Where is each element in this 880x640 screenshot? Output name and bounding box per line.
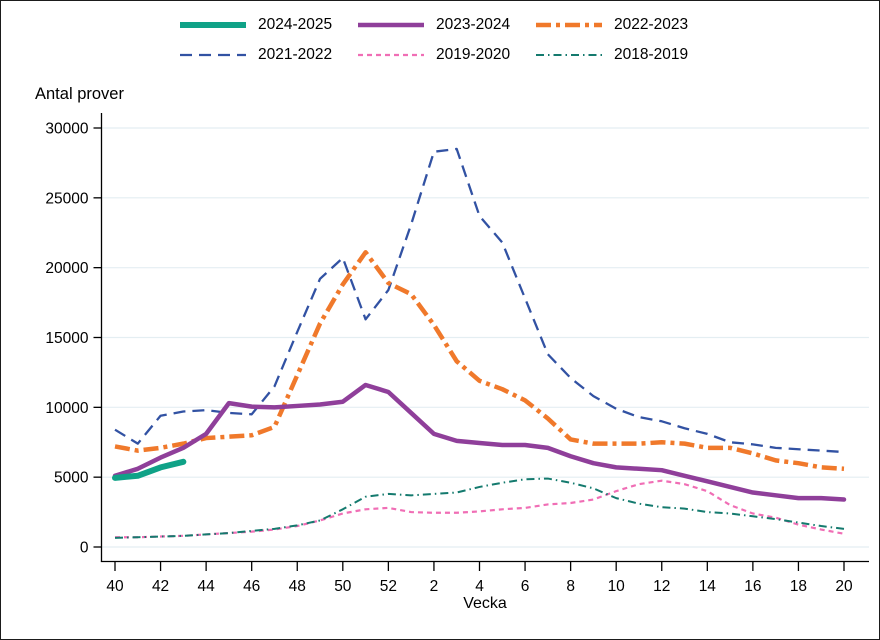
legend-line-sample-2022-2023 xyxy=(536,22,602,28)
x-tick-label: 12 xyxy=(653,578,670,595)
legend-label: 2018-2019 xyxy=(614,46,689,63)
x-tick-label: 20 xyxy=(835,578,853,595)
legend-item-2019-2020: 2019-2020 xyxy=(357,40,535,70)
legend-label: 2022-2023 xyxy=(614,16,689,33)
x-tick-label: 48 xyxy=(289,578,306,595)
legend-item-2022-2023: 2022-2023 xyxy=(535,10,713,40)
x-tick-label: 4 xyxy=(475,578,484,595)
legend-item-2018-2019: 2018-2019 xyxy=(535,40,713,70)
y-tick-label: 10000 xyxy=(45,400,88,417)
legend-line-sample-2024-2025 xyxy=(180,22,246,28)
series-line-2021-2022 xyxy=(114,147,845,454)
legend-item-2021-2022: 2021-2022 xyxy=(179,40,357,70)
legend-label: 2023-2024 xyxy=(436,16,511,33)
y-tick-label: 30000 xyxy=(45,121,88,138)
legend-line-sample-2019-2020 xyxy=(358,53,424,57)
legend-label: 2019-2020 xyxy=(436,46,511,63)
y-axis-title: Antal prover xyxy=(35,85,124,103)
x-tick-label: 6 xyxy=(521,578,530,595)
x-tick-label: 52 xyxy=(380,578,397,595)
y-tick-label: 20000 xyxy=(45,260,88,277)
legend-label: 2021-2022 xyxy=(258,46,333,63)
x-tick-label: 8 xyxy=(566,578,575,595)
series-line-2022-2023 xyxy=(114,250,845,472)
series-line-2023-2024 xyxy=(112,382,847,502)
x-tick-label: 40 xyxy=(106,578,124,595)
x-tick-label: 50 xyxy=(334,578,352,595)
x-tick-label: 16 xyxy=(744,578,761,595)
y-tick-label: 5000 xyxy=(54,470,89,487)
x-tick-label: 42 xyxy=(152,578,169,595)
x-tick-label: 14 xyxy=(699,578,717,595)
legend-item-2023-2024: 2023-2024 xyxy=(357,10,535,40)
y-tick-label: 0 xyxy=(80,540,89,557)
series-line-2024-2025 xyxy=(112,458,187,481)
chart-legend: 2024-2025 2023-2024 2022-2023 2021-2022 2019… xyxy=(179,10,713,70)
x-tick-label: 10 xyxy=(608,578,626,595)
legend-label: 2024-2025 xyxy=(258,16,333,33)
legend-line-sample-2021-2022 xyxy=(180,53,246,57)
x-axis-label: Vecka xyxy=(463,595,507,612)
x-tick-label: 44 xyxy=(198,578,216,595)
series-line-2018-2019 xyxy=(114,477,845,539)
x-tick-label: 46 xyxy=(243,578,260,595)
x-tick-label: 2 xyxy=(430,578,439,595)
y-tick-label: 15000 xyxy=(45,330,88,347)
series-line-2019-2020 xyxy=(115,479,845,539)
legend-item-2024-2025: 2024-2025 xyxy=(179,10,357,40)
legend-line-sample-2018-2019 xyxy=(536,54,602,56)
x-tick-label: 18 xyxy=(790,578,807,595)
legend-line-sample-2023-2024 xyxy=(358,22,424,28)
y-tick-label: 25000 xyxy=(45,190,88,207)
